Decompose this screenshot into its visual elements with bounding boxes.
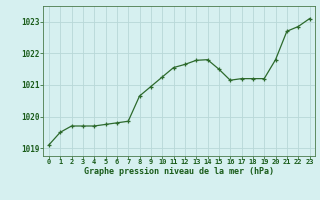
X-axis label: Graphe pression niveau de la mer (hPa): Graphe pression niveau de la mer (hPa): [84, 167, 274, 176]
